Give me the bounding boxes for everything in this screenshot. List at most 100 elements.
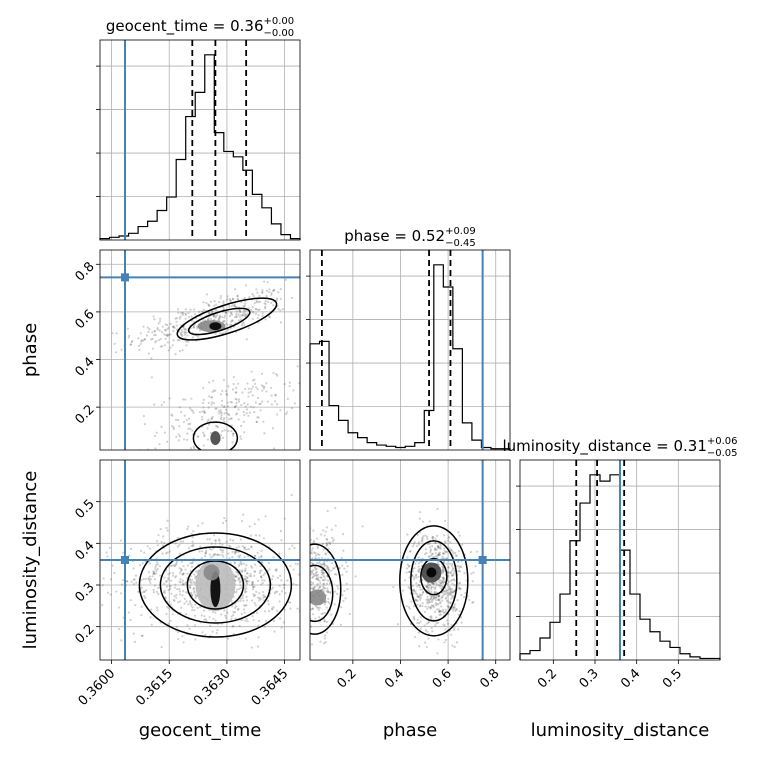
sample-point [408, 564, 411, 567]
sample-point [286, 579, 289, 582]
sample-point [184, 613, 188, 616]
sample-point [437, 553, 440, 556]
sample-point [237, 545, 240, 548]
sample-point [163, 576, 166, 579]
sample-point [169, 346, 172, 349]
sample-point [419, 594, 422, 597]
sample-point [434, 537, 437, 540]
sample-point [326, 589, 329, 592]
sample-point [422, 590, 425, 594]
sample-point [441, 596, 444, 599]
sample-point [419, 605, 422, 608]
sample-point [187, 525, 190, 528]
sample-point [445, 557, 448, 560]
sample-point [259, 575, 263, 578]
panel-frame-luminosity_distance [519, 459, 721, 661]
sample-point [235, 391, 238, 394]
sample-point [325, 620, 329, 624]
sample-point [432, 582, 435, 585]
x-tick-label: 0.6 [430, 666, 455, 691]
sample-point [417, 621, 421, 625]
sample-point [341, 564, 344, 567]
sample-point [229, 323, 232, 326]
sample-point [413, 618, 416, 621]
sample-point [270, 293, 273, 296]
sample-point [318, 616, 321, 619]
y-tick-label: 0.2 [72, 622, 97, 647]
sample-point [199, 605, 202, 609]
sample-point [211, 309, 214, 313]
sample-point [222, 521, 225, 525]
sample-point [164, 597, 167, 600]
sample-point [422, 591, 425, 594]
sample-point [267, 609, 271, 613]
sample-point [458, 581, 462, 585]
sample-point [246, 572, 249, 575]
sample-point [303, 584, 305, 586]
sample-point [428, 520, 431, 523]
sample-point [182, 641, 185, 644]
sample-point [221, 553, 224, 556]
sample-point [207, 381, 211, 384]
sample-point [442, 577, 445, 580]
sample-point [191, 561, 194, 564]
sample-point [228, 557, 231, 560]
sample-point [451, 550, 454, 553]
sample-point [246, 403, 249, 406]
sample-point [298, 382, 300, 385]
sample-point [246, 313, 249, 316]
sample-point [147, 578, 150, 581]
sample-point [354, 575, 357, 578]
sample-point [243, 304, 247, 307]
sample-point [242, 313, 245, 317]
sample-point [194, 575, 197, 578]
sample-point [143, 338, 146, 341]
sample-point [418, 567, 422, 570]
sample-point [224, 519, 228, 522]
sample-point [128, 334, 131, 337]
sample-point [172, 574, 175, 577]
sample-point [235, 570, 238, 574]
sample-point [265, 382, 268, 385]
contour-line [159, 546, 272, 624]
sample-point [193, 590, 196, 593]
sample-point [267, 291, 271, 294]
sample-point [437, 580, 441, 583]
sample-point [284, 278, 288, 281]
sample-point [441, 565, 445, 569]
sample-point [436, 556, 439, 559]
sample-point [457, 628, 460, 631]
sample-point [209, 431, 213, 435]
sample-point [442, 567, 445, 570]
sample-point [239, 538, 243, 541]
sample-point [442, 570, 445, 573]
sample-point [251, 394, 254, 397]
sample-point [211, 415, 214, 419]
sample-point [193, 624, 196, 627]
sample-point [180, 560, 183, 563]
sample-point [135, 581, 138, 584]
sample-point [338, 566, 341, 569]
sample-point [267, 599, 270, 603]
sample-point [148, 562, 151, 565]
sample-point [290, 493, 293, 497]
sample-point [235, 314, 238, 318]
sample-point [421, 536, 424, 539]
sample-point [448, 587, 452, 590]
sample-point [175, 328, 178, 331]
sample-point [261, 579, 264, 582]
sample-point [439, 582, 442, 585]
sample-point [330, 528, 333, 531]
sample-point [188, 627, 191, 630]
sample-point [233, 305, 236, 308]
sample-point [205, 302, 208, 305]
sample-point [322, 529, 325, 532]
sample-point [197, 435, 200, 438]
sample-point [170, 592, 173, 595]
sample-point [101, 584, 104, 587]
sample-point [210, 417, 214, 420]
sample-point [434, 624, 437, 627]
sample-point [463, 596, 466, 599]
title-main: luminosity_distance = 0.31 [502, 437, 706, 456]
sample-point [419, 627, 423, 630]
